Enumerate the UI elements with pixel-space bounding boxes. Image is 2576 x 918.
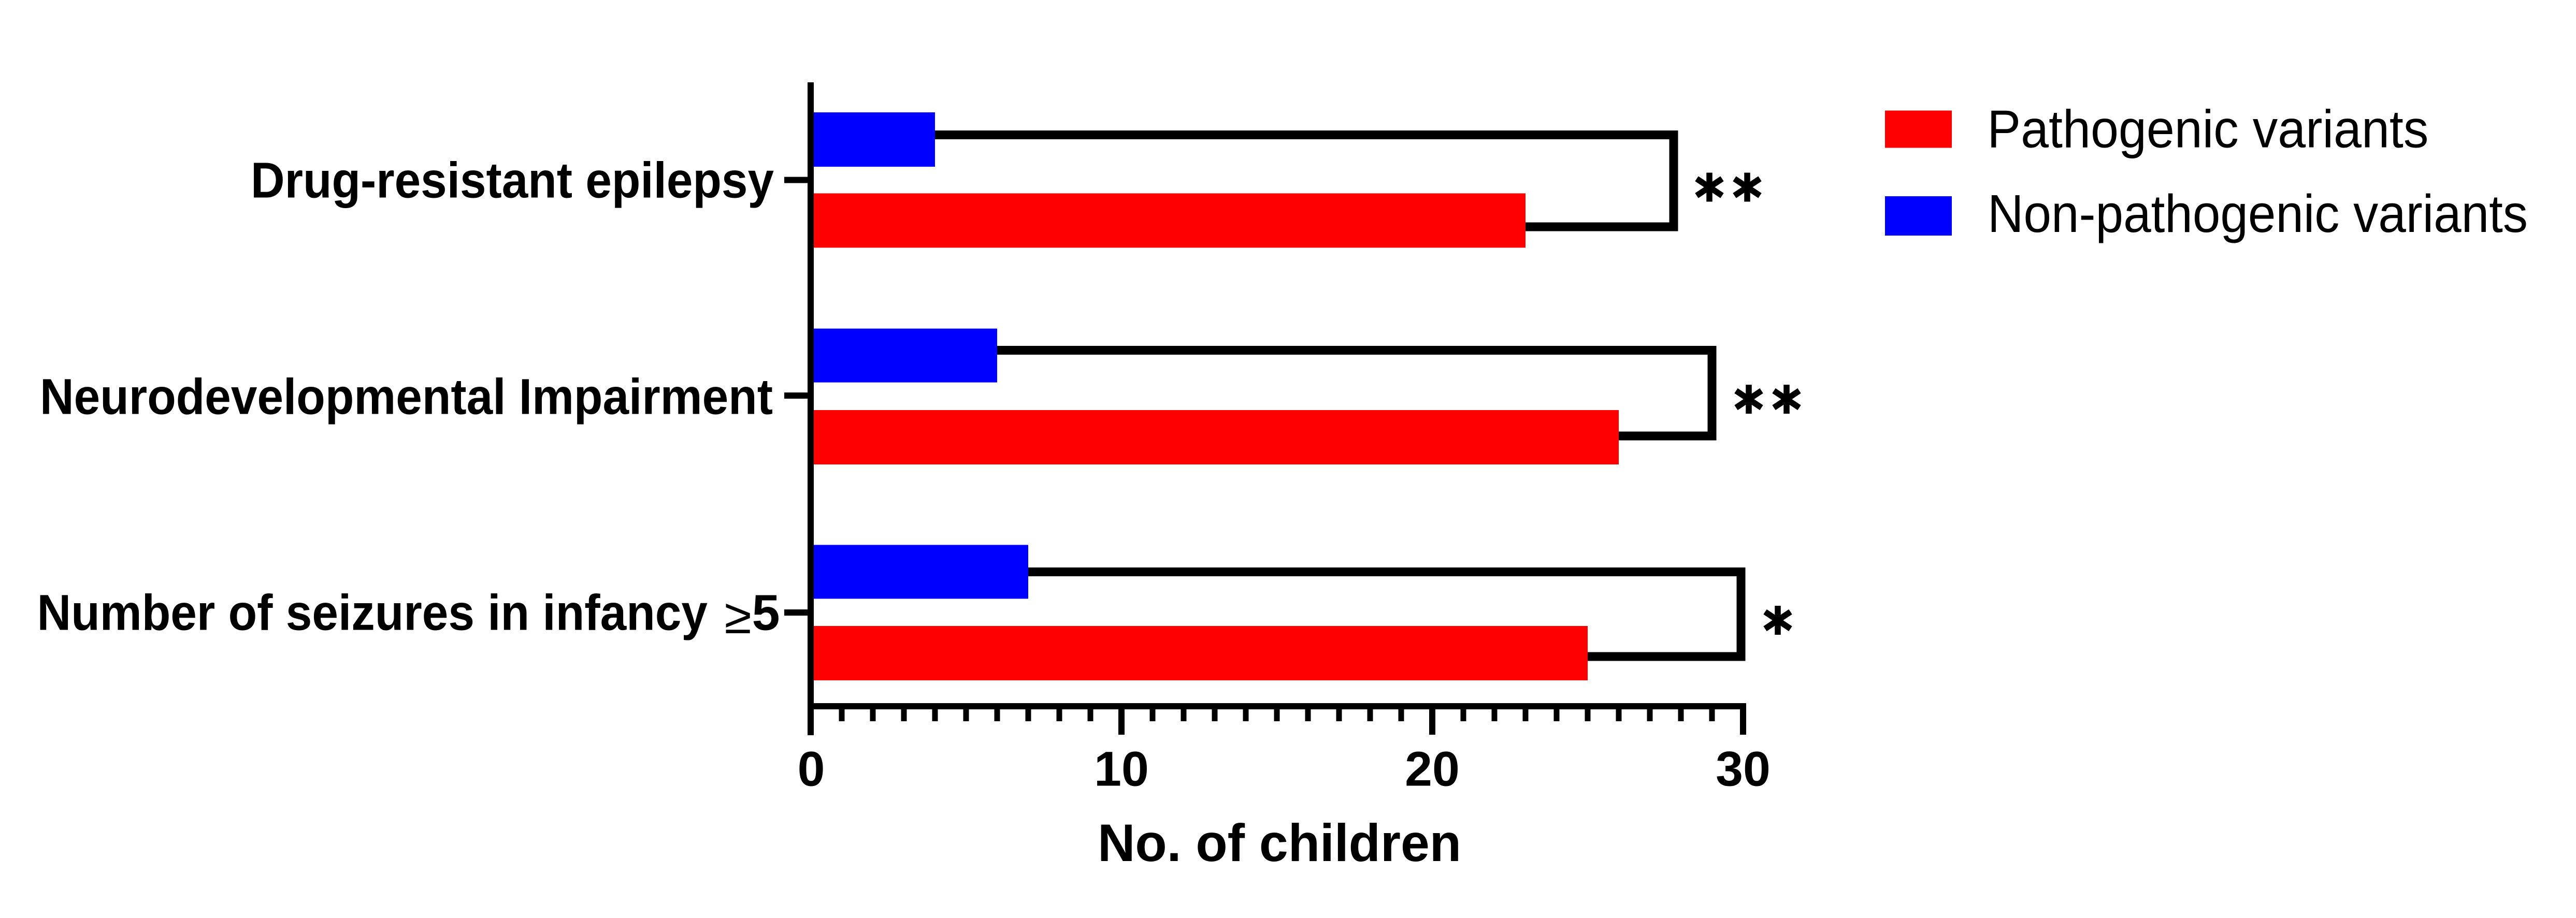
svg-text:≥: ≥: [725, 589, 752, 644]
svg-text:10: 10: [1094, 742, 1149, 797]
svg-text:30: 30: [1716, 742, 1771, 797]
svg-text:Pathogenic variants: Pathogenic variants: [1987, 99, 2428, 159]
svg-text:Non-pathogenic variants: Non-pathogenic variants: [1988, 184, 2528, 243]
svg-text:5: 5: [752, 584, 780, 640]
svg-text:Number of seizures in infancy: Number of seizures in infancy: [37, 584, 708, 640]
svg-text:Neurodevelopmental Impairment: Neurodevelopmental Impairment: [40, 368, 773, 425]
svg-text:0: 0: [798, 742, 825, 797]
svg-text:No. of children: No. of children: [1098, 813, 1461, 872]
svg-text:Drug-resistant epilepsy: Drug-resistant epilepsy: [251, 152, 774, 209]
svg-text:20: 20: [1405, 742, 1460, 797]
